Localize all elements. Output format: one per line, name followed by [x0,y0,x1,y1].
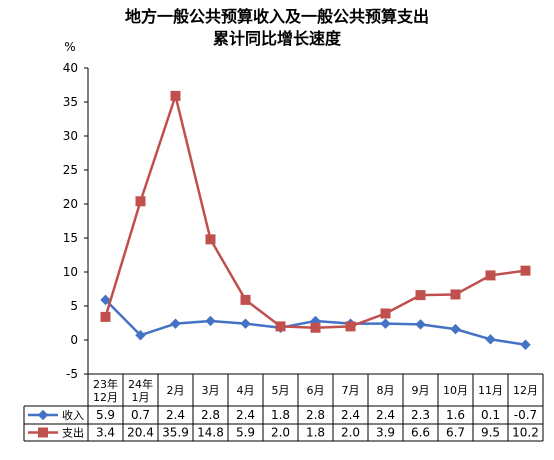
series-point [240,294,251,305]
table-cell-value: 6.7 [446,426,465,440]
series-point [520,265,531,276]
x-category-label: 7月 [342,384,360,397]
series-point [485,270,496,281]
x-category-label: 11月 [478,384,503,397]
table-cell-value: 2.3 [411,408,430,422]
series-point [415,290,426,301]
series-point [275,321,286,332]
series-point [520,339,531,350]
table-cell-value: 6.6 [411,426,430,440]
series-point [100,294,111,306]
x-category-label: 8月 [377,384,395,397]
chart-title-line-1: 地方一般公共预算收入及一般公共预算支出 [124,7,429,26]
plot-area [100,90,531,350]
table-cell-value: 10.2 [512,426,539,440]
y-tick-label: 0 [70,333,78,347]
x-category-label: 12月 [513,384,538,397]
table-cell-value: 2.4 [341,408,360,422]
table-cell-value: 2.4 [376,408,395,422]
series-point [240,318,251,329]
table-cell-value: 0.7 [131,408,150,422]
legend-label: 收入 [62,408,84,422]
x-category-label: 9月 [412,384,430,397]
table-cell-value: 2.4 [166,408,185,422]
x-category-label: 6月 [307,384,325,397]
table-cell-value: 14.8 [197,426,224,440]
y-axis-unit-label: % [64,40,75,54]
series-point [100,311,111,322]
x-category-label: 24年 [128,377,153,391]
series-point [205,234,216,245]
y-tick-label: 40 [63,61,78,75]
series-point [170,90,181,101]
chart-title-line-2: 累计同比增长速度 [212,29,341,48]
table-cell-value: 2.4 [236,408,255,422]
table-cell-value: 9.5 [481,426,500,440]
series-point [345,321,356,332]
y-tick-label: 10 [63,265,78,279]
y-tick-label: 25 [63,163,78,177]
series-point [380,308,391,319]
series-point [135,196,146,207]
table-cell-value: 35.9 [162,426,189,440]
legend-label: 支出 [62,426,84,440]
axes: -5 0 5 10 15 20 25 30 35 40 [63,61,89,381]
y-tick-label: 15 [63,231,78,245]
series-point [415,319,426,330]
chart-title: 地方一般公共预算收入及一般公共预算支出 累计同比增长速度 [0,6,554,50]
x-category-label: 5月 [272,384,290,397]
y-tick-label: 30 [63,129,78,143]
legend-marker [38,427,48,438]
series-point [205,315,216,327]
table-cell-value: 3.4 [96,426,115,440]
y-tick-label: 35 [63,95,78,109]
table-cell-value: 0.1 [481,408,500,422]
series-point [135,330,146,341]
table-cell-value: 5.9 [96,408,115,422]
table-cell-value: 1.6 [446,408,465,422]
x-category-label: 1月 [132,391,150,404]
x-category-label: 3月 [202,384,220,397]
table-cell-value: 2.8 [201,408,220,422]
table-cell-value: -0.7 [514,408,537,422]
x-category-label: 2月 [167,384,185,397]
x-category-label: 4月 [237,384,255,397]
table-cell-value: 2.0 [341,426,360,440]
x-category-label: 10月 [443,384,468,397]
y-tick-label: 5 [70,299,78,313]
table-cell-value: 1.8 [306,426,325,440]
y-tick-label: 20 [63,197,78,211]
series-point [380,318,391,329]
table-cell-value: 3.9 [376,426,395,440]
legend-marker [37,409,49,421]
y-tick-label: -5 [66,367,78,381]
x-category-label: 23年 [93,377,118,391]
table-cell-value: 5.9 [236,426,255,440]
series-line-2 [104,94,526,330]
series-point [310,322,321,333]
table-cell-value: 20.4 [127,426,154,440]
x-category-label: 12月 [93,391,118,404]
table-cell-value: 1.8 [271,408,290,422]
series-point [170,318,181,329]
series-point [450,323,461,335]
series-point [450,289,461,300]
table-cell-value: 2.0 [271,426,290,440]
table-cell-value: 2.8 [306,408,325,422]
series-point [485,334,496,345]
